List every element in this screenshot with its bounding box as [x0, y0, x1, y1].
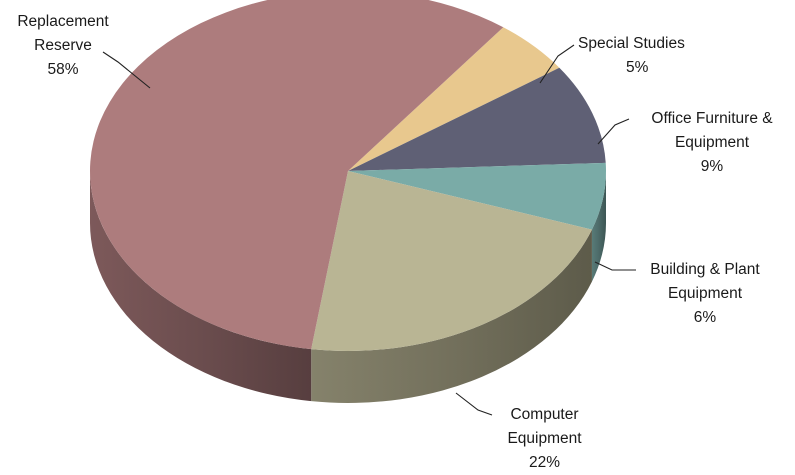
slice-side-replacement-reserve-58 [90, 171, 312, 402]
leader-line-replacement-reserve-58 [102, 51, 151, 89]
slice-label-line: Building & Plant [650, 261, 760, 278]
slice-label-line: Equipment [507, 430, 582, 447]
slice-building-plant-equipment-6 [348, 162, 606, 230]
leader-lines [102, 44, 636, 416]
slice-office-furniture-equipment-9 [348, 67, 606, 171]
slice-label-line: Special Studies [578, 35, 685, 52]
slice-label-percent: 5% [626, 59, 649, 76]
slice-label-percent: 22% [528, 454, 561, 471]
leader-line-computer-equipment-22 [455, 392, 493, 416]
leader-line-office-furniture-equipment-9 [597, 118, 630, 145]
slice-label-percent: 6% [693, 309, 717, 326]
pie-sides [90, 171, 606, 403]
leader-line-building-plant-equipment-6 [594, 261, 636, 271]
slice-computer-equipment-22 [311, 171, 592, 351]
slice-label-building-plant: Building & Plant Equipment 6% [640, 258, 770, 330]
slice-label-line: Reserve [34, 37, 92, 54]
slice-special-studies-5 [348, 27, 560, 172]
slice-label-computer-equipment: Computer Equipment 22% [492, 403, 597, 475]
slice-replacement-reserve-58 [90, 0, 504, 350]
slice-label-line: Office Furniture & [651, 110, 773, 127]
slice-label-percent: 58% [47, 61, 79, 78]
pie-tops [90, 0, 606, 351]
slice-label-office-furniture: Office Furniture & Equipment 9% [633, 107, 791, 179]
slice-label-line: Computer [510, 406, 579, 423]
leader-line-special-studies-5 [539, 44, 575, 84]
slice-label-replacement-reserve: Replacement Reserve 58% [4, 10, 122, 82]
slice-label-special-studies: Special Studies 5% [578, 32, 685, 80]
slice-label-percent: 9% [700, 158, 724, 175]
slice-side-computer-equipment-22 [311, 229, 592, 403]
slice-label-line: Equipment [674, 134, 750, 151]
slice-label-line: Replacement [17, 13, 109, 30]
slice-side-building-plant-equipment-6 [591, 171, 606, 282]
slice-label-line: Equipment [667, 285, 743, 302]
